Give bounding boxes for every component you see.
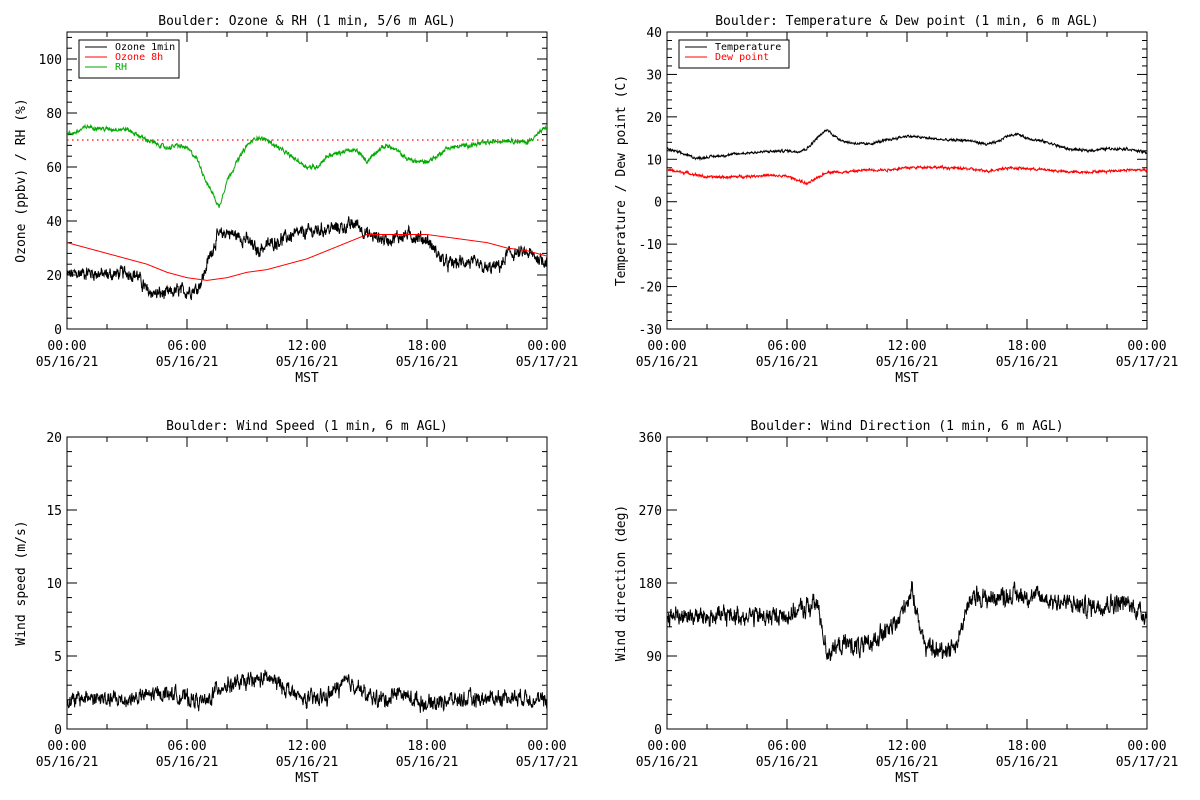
series-ozone-1min-line bbox=[67, 216, 547, 301]
y-tick-label: 180 bbox=[639, 577, 662, 592]
y-tick-label: 40 bbox=[46, 215, 62, 230]
y-tick-label: 20 bbox=[46, 269, 62, 284]
x-tick-date-label: 05/16/21 bbox=[396, 755, 459, 770]
y-tick-label: -30 bbox=[639, 323, 662, 338]
y-tick-label: -10 bbox=[639, 238, 662, 253]
x-tick-date-label: 05/16/21 bbox=[36, 755, 99, 770]
y-tick-label: 0 bbox=[654, 723, 662, 738]
x-tick-date-label: 05/16/21 bbox=[36, 355, 99, 370]
series-temperature-line bbox=[667, 128, 1147, 162]
x-tick-date-label: 05/17/21 bbox=[516, 755, 579, 770]
x-tick-label: 06:00 bbox=[767, 339, 806, 354]
x-tick-label: 12:00 bbox=[887, 339, 926, 354]
y-tick-label: 10 bbox=[46, 577, 62, 592]
x-tick-date-label: 05/16/21 bbox=[636, 755, 699, 770]
legend-entry: Dew point bbox=[715, 52, 769, 63]
y-tick-label: 0 bbox=[54, 723, 62, 738]
plot-frame bbox=[666, 436, 1148, 730]
x-tick-label: 00:00 bbox=[527, 739, 566, 754]
x-tick-label: 00:00 bbox=[47, 339, 86, 354]
y-tick-label: 0 bbox=[654, 196, 662, 211]
chart-title: Boulder: Wind Speed (1 min, 6 m AGL) bbox=[166, 419, 448, 434]
x-tick-date-label: 05/16/21 bbox=[996, 355, 1059, 370]
y-tick-label: 360 bbox=[639, 431, 662, 446]
x-tick-date-label: 05/16/21 bbox=[276, 755, 339, 770]
x-tick-label: 00:00 bbox=[647, 339, 686, 354]
x-tick-label: 18:00 bbox=[407, 339, 446, 354]
legend-entry: Ozone 1min bbox=[115, 42, 175, 53]
y-tick-label: 10 bbox=[646, 153, 662, 168]
y-tick-label: 0 bbox=[54, 323, 62, 338]
y-tick-label: 40 bbox=[646, 26, 662, 41]
x-tick-label: 00:00 bbox=[1127, 739, 1166, 754]
y-axis-label: Ozone (ppbv) / RH (%) bbox=[14, 98, 29, 262]
x-tick-date-label: 05/16/21 bbox=[636, 355, 699, 370]
x-tick-date-label: 05/17/21 bbox=[516, 355, 579, 370]
y-tick-label: 90 bbox=[646, 650, 662, 665]
series-dew-point-line bbox=[667, 164, 1147, 186]
ozone-rh-chart: Boulder: Ozone & RH (1 min, 5/6 m AGL) 0 2… bbox=[14, 14, 578, 386]
x-tick-date-label: 05/16/21 bbox=[156, 355, 219, 370]
series-wind-direction-line bbox=[667, 581, 1147, 661]
x-tick-label: 00:00 bbox=[527, 339, 566, 354]
x-tick-label: 18:00 bbox=[1007, 339, 1046, 354]
x-tick-date-label: 05/16/21 bbox=[756, 755, 819, 770]
temperature-dewpoint-chart: Boulder: Temperature & Dew point (1 min,… bbox=[614, 14, 1178, 386]
x-axis-label: MST bbox=[895, 371, 919, 386]
x-tick-date-label: 05/17/21 bbox=[1116, 755, 1179, 770]
legend-entry: Temperature bbox=[715, 42, 781, 53]
x-tick-label: 06:00 bbox=[767, 739, 806, 754]
y-tick-label: 270 bbox=[639, 504, 662, 519]
series-ozone-8h-line bbox=[67, 234, 547, 281]
legend-entry: RH bbox=[115, 62, 127, 73]
x-tick-label: 12:00 bbox=[887, 739, 926, 754]
x-axis-label: MST bbox=[295, 771, 319, 786]
plot-frame bbox=[66, 436, 548, 730]
x-axis-label: MST bbox=[295, 371, 319, 386]
y-tick-label: 20 bbox=[46, 431, 62, 446]
legend-box bbox=[678, 39, 790, 69]
x-tick-date-label: 05/16/21 bbox=[756, 355, 819, 370]
legend-box bbox=[78, 39, 180, 79]
series-wind-speed-line bbox=[67, 669, 547, 713]
y-axis-label: Wind speed (m/s) bbox=[14, 520, 29, 645]
x-tick-date-label: 05/17/21 bbox=[1116, 355, 1179, 370]
x-tick-label: 06:00 bbox=[167, 339, 206, 354]
x-tick-date-label: 05/16/21 bbox=[276, 355, 339, 370]
x-axis-label: MST bbox=[895, 771, 919, 786]
legend-entry: Ozone 8h bbox=[115, 52, 163, 63]
y-tick-label: 15 bbox=[46, 504, 62, 519]
chart-title: Boulder: Temperature & Dew point (1 min,… bbox=[715, 14, 1099, 29]
x-tick-date-label: 05/16/21 bbox=[156, 755, 219, 770]
y-tick-label: 20 bbox=[646, 111, 662, 126]
x-tick-label: 00:00 bbox=[647, 739, 686, 754]
y-tick-label: 100 bbox=[39, 53, 62, 68]
chart-title: Boulder: Ozone & RH (1 min, 5/6 m AGL) bbox=[158, 14, 455, 29]
y-tick-label: 80 bbox=[46, 107, 62, 122]
y-axis-label: Temperature / Dew point (C) bbox=[614, 75, 629, 286]
y-tick-label: 5 bbox=[54, 650, 62, 665]
x-tick-label: 12:00 bbox=[287, 739, 326, 754]
x-tick-date-label: 05/16/21 bbox=[996, 755, 1059, 770]
x-tick-label: 12:00 bbox=[287, 339, 326, 354]
wind-direction-chart: Boulder: Wind Direction (1 min, 6 m AGL)… bbox=[614, 419, 1178, 786]
x-tick-date-label: 05/16/21 bbox=[876, 755, 939, 770]
y-tick-label: -20 bbox=[639, 281, 662, 296]
y-tick-label: 60 bbox=[46, 161, 62, 176]
x-tick-date-label: 05/16/21 bbox=[876, 355, 939, 370]
chart-title: Boulder: Wind Direction (1 min, 6 m AGL) bbox=[750, 419, 1063, 434]
x-tick-date-label: 05/16/21 bbox=[396, 355, 459, 370]
y-axis-label: Wind direction (deg) bbox=[614, 505, 629, 662]
plot-frame bbox=[666, 31, 1148, 330]
x-tick-label: 18:00 bbox=[1007, 739, 1046, 754]
x-tick-label: 18:00 bbox=[407, 739, 446, 754]
series-rh-line bbox=[67, 123, 547, 208]
x-tick-label: 00:00 bbox=[1127, 339, 1166, 354]
y-tick-label: 30 bbox=[646, 68, 662, 83]
x-tick-label: 00:00 bbox=[47, 739, 86, 754]
x-tick-label: 06:00 bbox=[167, 739, 206, 754]
wind-speed-chart: Boulder: Wind Speed (1 min, 6 m AGL) 0 5 10… bbox=[14, 419, 578, 786]
